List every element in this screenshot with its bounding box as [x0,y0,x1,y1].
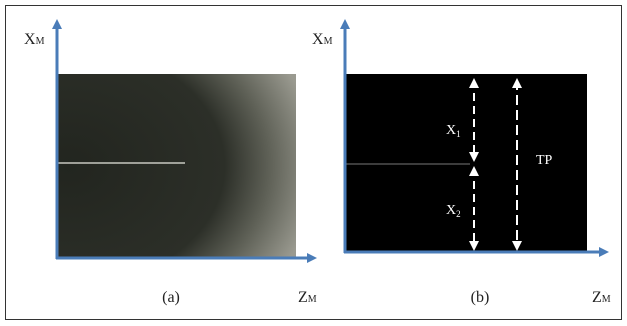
label-sub: M [36,36,45,47]
label-sub: M [602,294,611,305]
label-main: X [446,123,456,138]
caption: (a) [162,289,180,306]
page: {"panels": [ {"y_axis": {"main": "X", "s… [0,0,627,326]
image [57,74,296,258]
label-main: X [446,203,456,218]
label-main: X [24,31,36,48]
label-sub: M [308,294,317,305]
label-sub: 2 [456,209,461,219]
label-sub: M [324,36,333,47]
label-sub: 1 [456,129,461,139]
label-main: Z [592,289,602,306]
label-main: Z [298,289,308,306]
figure: XM ZM (a) X1 X2 TP XM ZM (b) [0,0,627,326]
caption: (b) [471,289,490,306]
label-main: X [312,31,324,48]
annotation: TP [536,153,553,168]
